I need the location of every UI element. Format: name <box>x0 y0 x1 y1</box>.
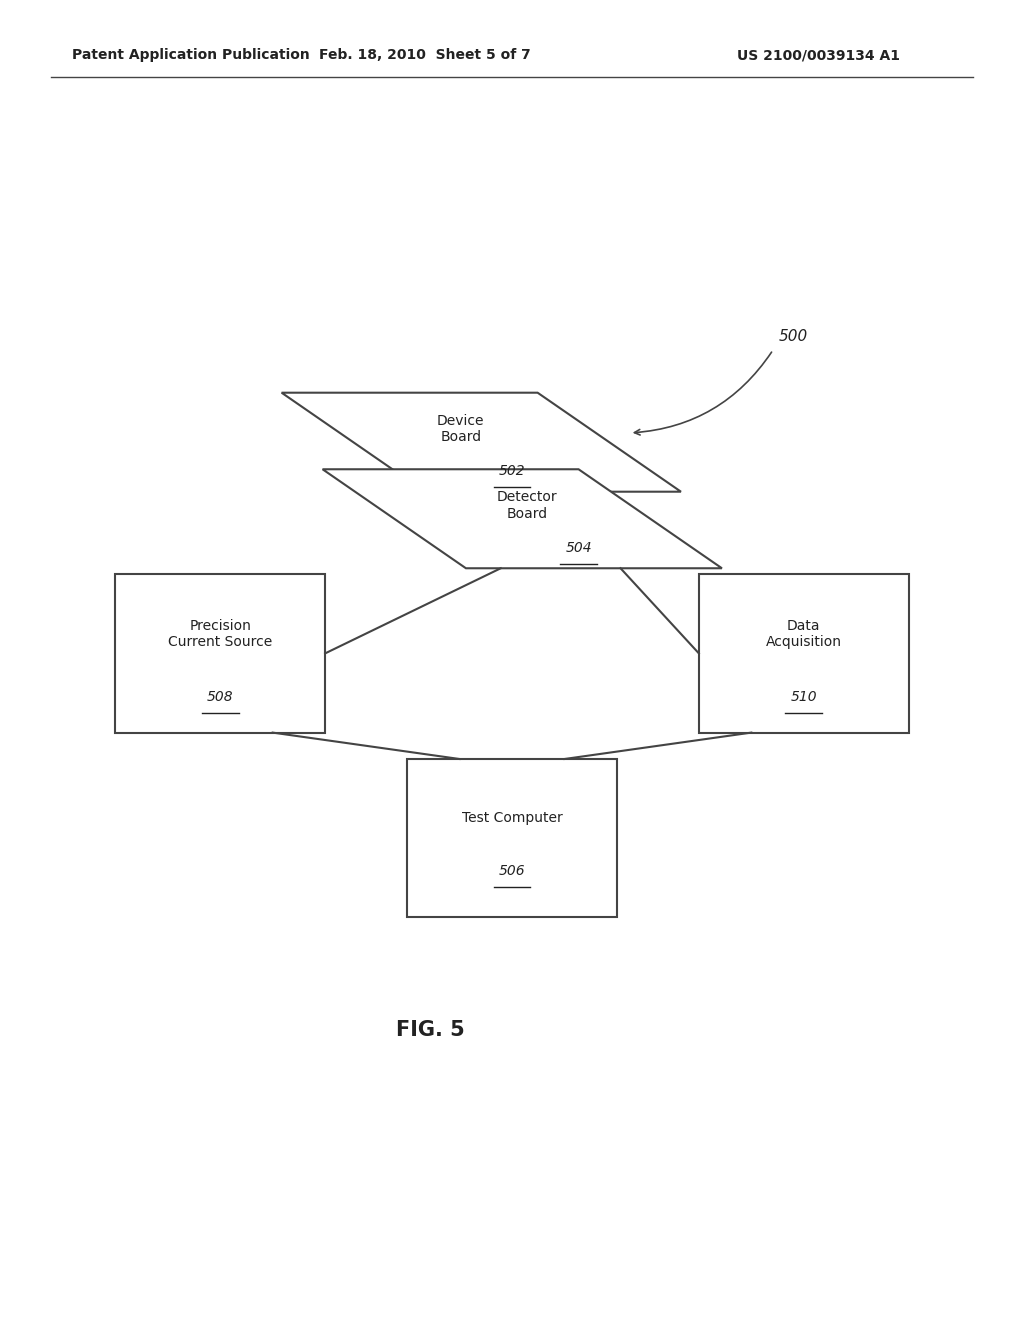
Text: Patent Application Publication: Patent Application Publication <box>72 49 309 62</box>
Polygon shape <box>323 470 722 568</box>
Text: Data
Acquisition: Data Acquisition <box>766 619 842 648</box>
Text: 506: 506 <box>499 865 525 878</box>
Text: 508: 508 <box>207 690 233 704</box>
Text: FIG. 5: FIG. 5 <box>395 1019 465 1040</box>
Text: Device
Board: Device Board <box>437 414 484 444</box>
Text: 502: 502 <box>499 465 525 478</box>
Text: Feb. 18, 2010  Sheet 5 of 7: Feb. 18, 2010 Sheet 5 of 7 <box>319 49 530 62</box>
Text: Detector
Board: Detector Board <box>497 491 558 520</box>
Bar <box>698 574 909 733</box>
Text: Precision
Current Source: Precision Current Source <box>168 619 272 648</box>
Text: 504: 504 <box>565 541 592 554</box>
Bar <box>408 759 616 917</box>
Text: Test Computer: Test Computer <box>462 812 562 825</box>
Text: US 2100/0039134 A1: US 2100/0039134 A1 <box>737 49 900 62</box>
Polygon shape <box>282 393 681 491</box>
Bar <box>115 574 326 733</box>
Text: 500: 500 <box>778 329 808 345</box>
Text: 510: 510 <box>791 690 817 704</box>
